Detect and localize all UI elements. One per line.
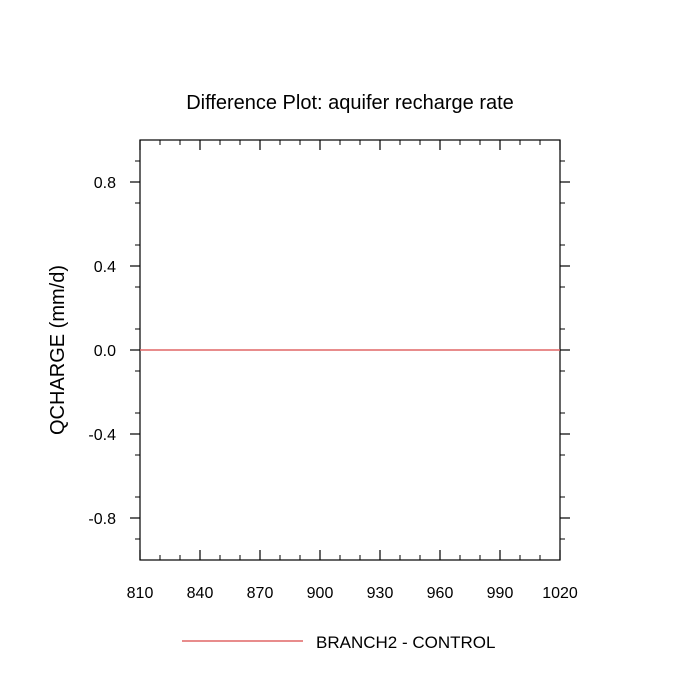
x-tick-label: 990 — [487, 585, 514, 602]
y-tick-label: -0.4 — [88, 427, 116, 444]
x-tick-label: 1020 — [542, 585, 578, 602]
legend: BRANCH2 - CONTROL — [182, 633, 495, 652]
legend-label: BRANCH2 - CONTROL — [316, 633, 495, 652]
y-tick-label: 0.4 — [94, 259, 116, 276]
x-tick-label: 930 — [367, 585, 394, 602]
axis-ticks — [130, 140, 570, 560]
chart-title: Difference Plot: aquifer recharge rate — [186, 92, 514, 114]
y-tick-label: -0.8 — [88, 511, 116, 528]
x-tick-label: 870 — [247, 585, 274, 602]
y-axis-label: QCHARGE (mm/d) — [47, 265, 69, 435]
x-tick-label: 840 — [187, 585, 214, 602]
x-tick-label: 810 — [127, 585, 154, 602]
y-tick-label: 0.8 — [94, 175, 116, 192]
tick-labels: 810 840 870 900 930 960 990 1020 0.8 0.4 0.0 -0.4 -0… — [88, 175, 577, 602]
x-tick-label: 960 — [427, 585, 454, 602]
y-tick-label: 0.0 — [94, 343, 116, 360]
x-tick-label: 900 — [307, 585, 334, 602]
